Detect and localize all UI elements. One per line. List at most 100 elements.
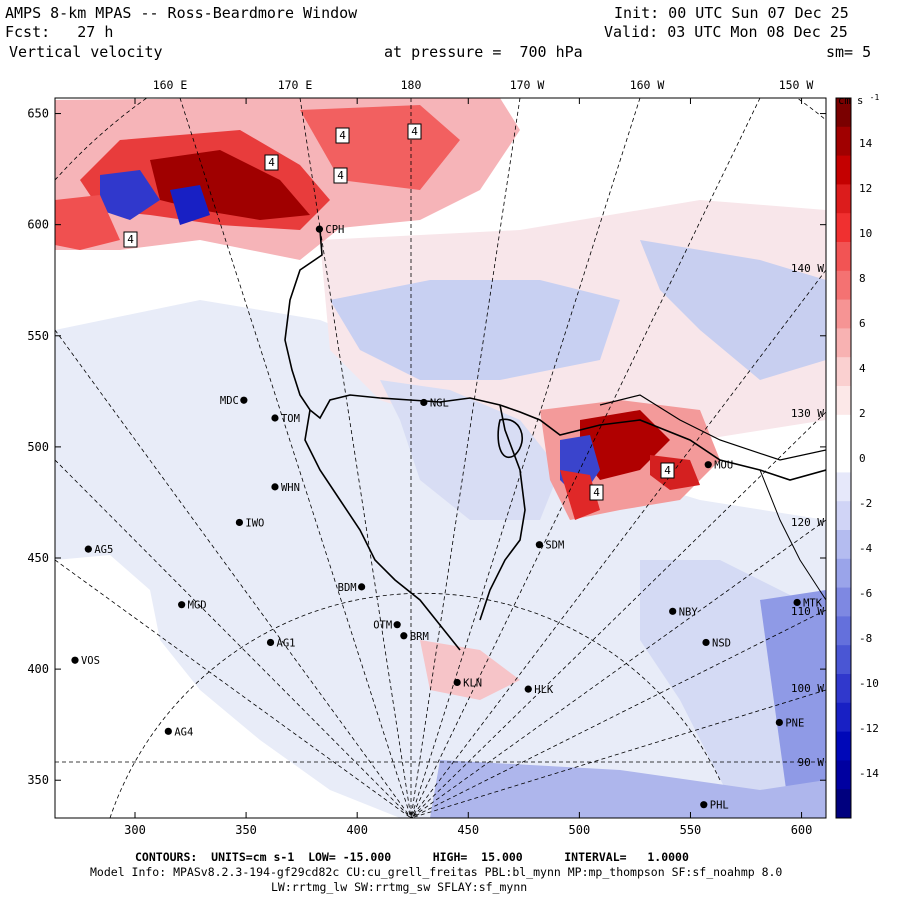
colorbar-swatch <box>836 213 851 243</box>
station-dot <box>164 727 172 735</box>
contour-label-text: 4 <box>268 156 275 169</box>
meridian-150w <box>410 98 761 818</box>
ice-shelf-light-blue-area <box>55 300 826 818</box>
sea-blue-area <box>330 280 620 380</box>
station-ag1: AG1 <box>266 637 295 649</box>
station-label: MGD <box>188 600 207 612</box>
field-name: Vertical velocity <box>9 43 163 61</box>
colorbar-swatch <box>836 155 851 185</box>
station-dot <box>453 678 461 687</box>
station-label: KLN <box>463 677 482 689</box>
station-tom: TOM <box>271 413 300 425</box>
colorbar-swatch <box>836 299 851 329</box>
longitude-label-right: 90 W <box>798 756 825 769</box>
station-dot <box>271 414 279 422</box>
y-tick-label: 550 <box>27 329 49 343</box>
far-right-blue-band <box>760 590 826 818</box>
station-label: PNE <box>785 717 804 729</box>
x-tick-label: 550 <box>680 823 702 837</box>
contour-label-box: 4 <box>589 484 604 501</box>
meridian-170w <box>410 98 521 818</box>
colorbar-swatch <box>836 760 851 790</box>
longitude-label: 160 W <box>630 78 665 92</box>
longitude-label-right: 130 W <box>791 407 824 420</box>
longitude-label-right: 120 W <box>791 516 824 529</box>
station-nby: NBY <box>669 606 698 618</box>
station-mtk: MTK <box>793 597 823 609</box>
longitude-label: 150 W <box>779 78 814 92</box>
y-tick-label: 350 <box>27 773 49 787</box>
colorbar-swatch <box>836 645 851 675</box>
y-tick-label: 600 <box>27 218 49 232</box>
station-label: OTM <box>373 620 392 632</box>
station-label: BDM <box>338 582 357 594</box>
station-mou: MOU <box>704 460 733 472</box>
station-mdc: MDC <box>220 395 248 407</box>
map-title: AMPS 8-km MPAS -- Ross-Beardmore Window <box>5 4 358 22</box>
colorbar-label: -12 <box>859 722 879 735</box>
shelf-grounding-line <box>479 404 526 621</box>
station-dot <box>702 638 710 647</box>
station-label: MTK <box>803 597 823 609</box>
contours-info: CONTOURS: UNITS=cm s-1 LOW= -15.000 HIGH… <box>135 850 689 864</box>
colorbar-swatch <box>836 242 851 272</box>
colorbar-swatch <box>836 789 851 819</box>
longitude-label: 170 W <box>510 78 545 92</box>
station-label: AG5 <box>94 544 113 556</box>
colorbar-label: -8 <box>859 632 872 645</box>
contour-label-box: 4 <box>123 231 138 248</box>
station-ag4: AG4 <box>164 726 193 738</box>
plateau-white-area <box>55 555 400 818</box>
station-dot <box>669 607 677 615</box>
station-dot <box>315 225 324 233</box>
northwest-blue-pocket-2 <box>170 185 210 225</box>
east-coast-detail <box>759 469 826 601</box>
colorbar-swatch <box>836 328 851 358</box>
colorbar-label: 8 <box>859 272 866 285</box>
northwest-blue-pocket <box>100 170 160 220</box>
colorbar-swatch <box>836 386 851 416</box>
station-pne: PNE <box>775 717 804 729</box>
map-frame <box>54 97 827 819</box>
station-bdm: BDM <box>338 582 366 594</box>
contour-label-text: 4 <box>127 233 134 246</box>
shaded-field <box>55 98 826 818</box>
contour-label-box: 4 <box>264 154 279 171</box>
colorbar-label: -10 <box>859 677 879 690</box>
colorbar-label: 2 <box>859 407 866 420</box>
y-tick-label: 400 <box>27 662 49 676</box>
station-dot <box>535 541 543 549</box>
y-tick-label: 450 <box>27 551 49 565</box>
colorbar-swatch <box>836 616 851 646</box>
meridian-110w <box>410 609 826 818</box>
colorbar-label: -6 <box>859 587 872 600</box>
colorbar-swatch <box>836 674 851 704</box>
station-hlk: HLK <box>524 684 554 696</box>
station-label: NSD <box>712 637 731 649</box>
station-ngl: NGL <box>420 397 449 409</box>
contour-label-box: 4 <box>407 123 422 140</box>
longitude-label-right: 110 W <box>791 605 824 618</box>
contour-label-box: 4 <box>335 127 350 144</box>
station-kln: KLN <box>453 677 482 689</box>
contour-labels: 4 4 4 4 4 4 4 <box>123 123 675 501</box>
station-label: WHN <box>281 482 300 494</box>
station-otm: OTM <box>373 620 401 632</box>
colorbar-swatch <box>836 472 851 502</box>
longitude-labels-top: 160 E 170 E 180 170 W 160 W 150 W <box>153 78 814 92</box>
station-label: SDM <box>545 540 564 552</box>
colorbar-swatch <box>836 731 851 761</box>
meridian-130w <box>410 411 826 818</box>
latitude-circle-inner <box>109 592 721 818</box>
east-cluster-red-3 <box>560 470 600 520</box>
x-tick-label: 450 <box>457 823 479 837</box>
longitude-label: 160 E <box>153 78 188 92</box>
contour-label-text: 4 <box>339 129 346 142</box>
station-label: HLK <box>534 684 554 696</box>
x-tick-label: 600 <box>791 823 813 837</box>
colorbar-units: cm s -1 <box>838 93 879 107</box>
marie-byrd-coast <box>599 394 826 461</box>
x-tick-label: 300 <box>124 823 146 837</box>
colorbar-swatch <box>836 587 851 617</box>
